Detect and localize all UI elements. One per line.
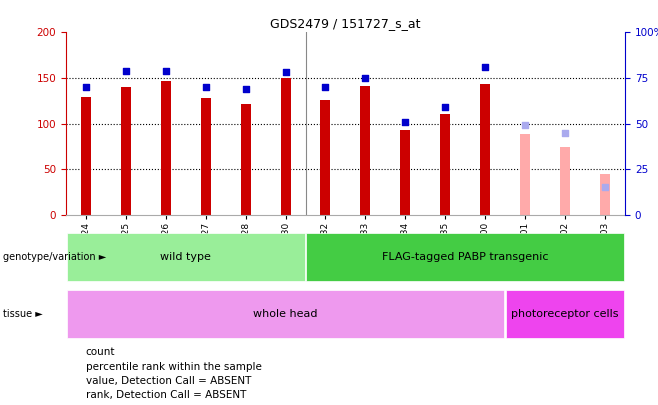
Text: photoreceptor cells: photoreceptor cells	[511, 309, 619, 319]
Point	[440, 104, 451, 111]
Bar	[440, 113, 450, 215]
Point	[600, 184, 611, 191]
Bar	[201, 98, 211, 215]
Text: FLAG-tagged PABP transgenic: FLAG-tagged PABP transgenic	[382, 252, 549, 262]
Point	[240, 85, 251, 92]
Bar	[306, 233, 624, 281]
Text: value, Detection Call = ABSENT: value, Detection Call = ABSENT	[86, 376, 251, 386]
Point	[320, 84, 331, 90]
Bar	[400, 130, 411, 215]
Text: whole head: whole head	[253, 309, 318, 319]
Bar	[66, 233, 305, 281]
Text: percentile rank within the sample: percentile rank within the sample	[86, 362, 261, 371]
Point	[400, 118, 411, 125]
Title: GDS2479 / 151727_s_at: GDS2479 / 151727_s_at	[270, 17, 420, 30]
Text: wild type: wild type	[160, 252, 211, 262]
Point	[480, 64, 490, 70]
Text: rank, Detection Call = ABSENT: rank, Detection Call = ABSENT	[86, 390, 246, 400]
Point	[360, 75, 370, 81]
Bar	[600, 174, 610, 215]
Bar	[320, 100, 330, 215]
Bar	[81, 97, 91, 215]
Bar	[66, 290, 505, 338]
Text: genotype/variation ►: genotype/variation ►	[3, 252, 107, 262]
Bar	[361, 86, 370, 215]
Point	[80, 84, 91, 90]
Bar	[520, 134, 530, 215]
Point	[161, 68, 171, 74]
Point	[280, 69, 291, 76]
Point	[520, 122, 530, 128]
Bar	[480, 84, 490, 215]
Bar	[120, 87, 131, 215]
Text: tissue ►: tissue ►	[3, 309, 43, 319]
Point	[120, 68, 131, 74]
Text: count: count	[86, 347, 115, 357]
Point	[200, 84, 211, 90]
Bar	[560, 147, 570, 215]
Bar	[161, 81, 170, 215]
Bar	[241, 104, 251, 215]
Point	[560, 130, 570, 136]
Bar	[280, 78, 291, 215]
Bar	[506, 290, 624, 338]
